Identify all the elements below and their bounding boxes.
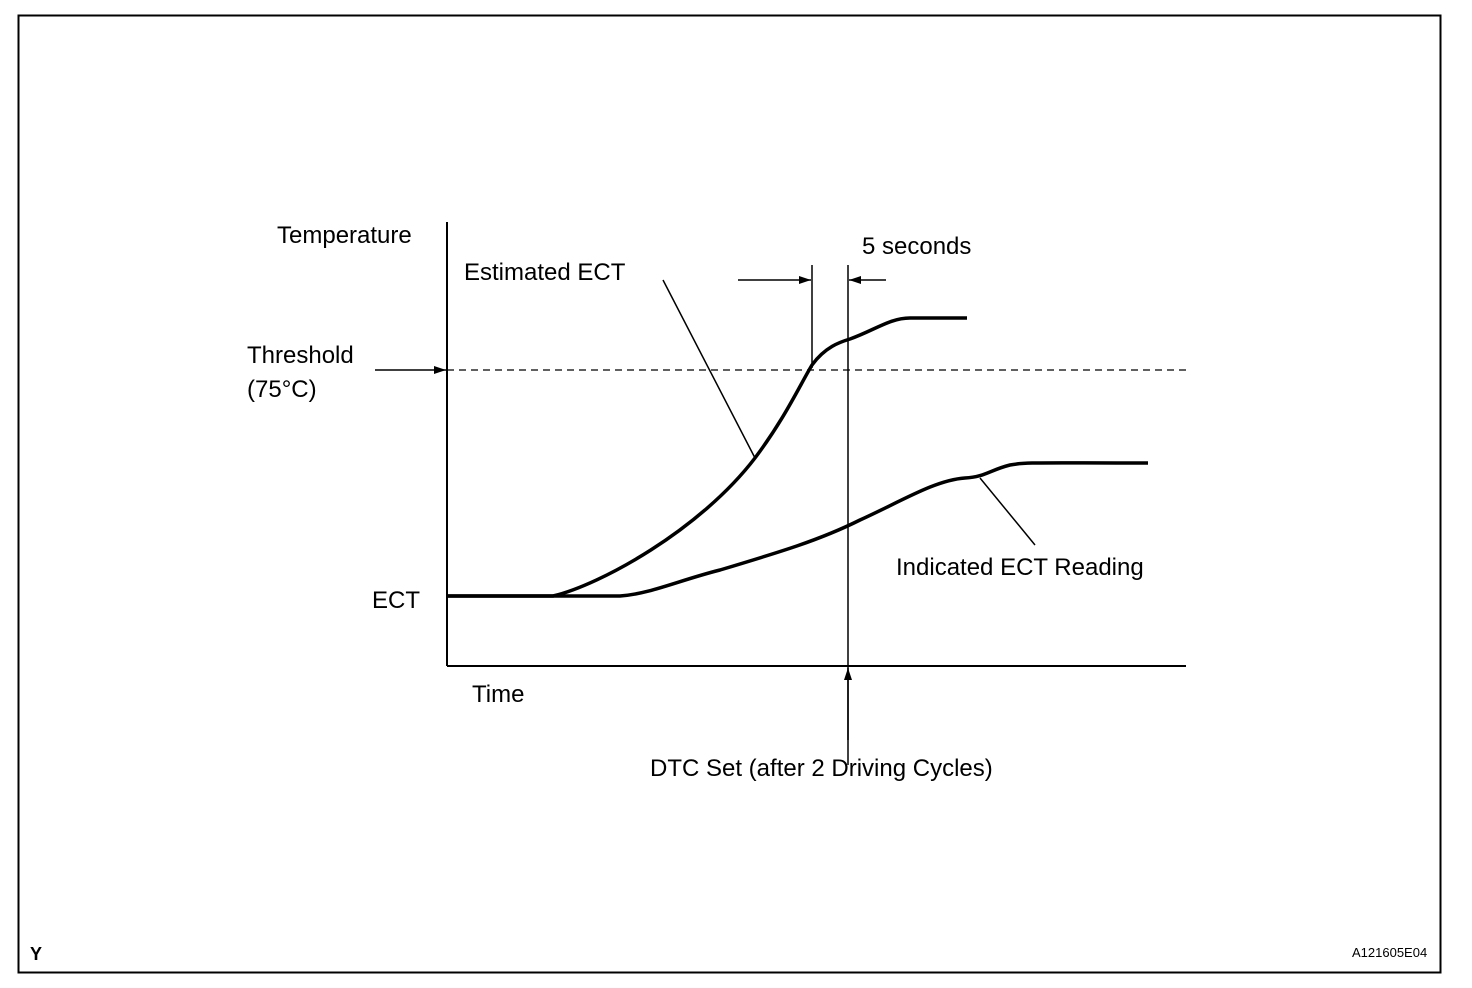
estimated-ect-label: Estimated ECT [464,259,626,286]
corner-mark: Y [30,944,42,964]
indicated-ect-leader [979,477,1036,546]
dtc-set-label: DTC Set (after 2 Driving Cycles) [650,755,993,782]
threshold-label: Threshold [247,342,354,369]
indicated-ect-label: Indicated ECT Reading [896,554,1144,581]
indicated-ect-curve [447,461,1149,598]
figure-border [17,14,1442,974]
figure-code: A121605E04 [1352,945,1427,960]
interval-label: 5 seconds [862,233,971,260]
baseline-label: ECT [372,587,420,614]
threshold-value: (75°C) [247,376,317,403]
x-axis-label: Time [472,681,524,708]
estimated-ect-leader [662,279,756,459]
y-axis-label: Temperature [277,222,412,249]
estimated-ect-curve [447,316,967,598]
